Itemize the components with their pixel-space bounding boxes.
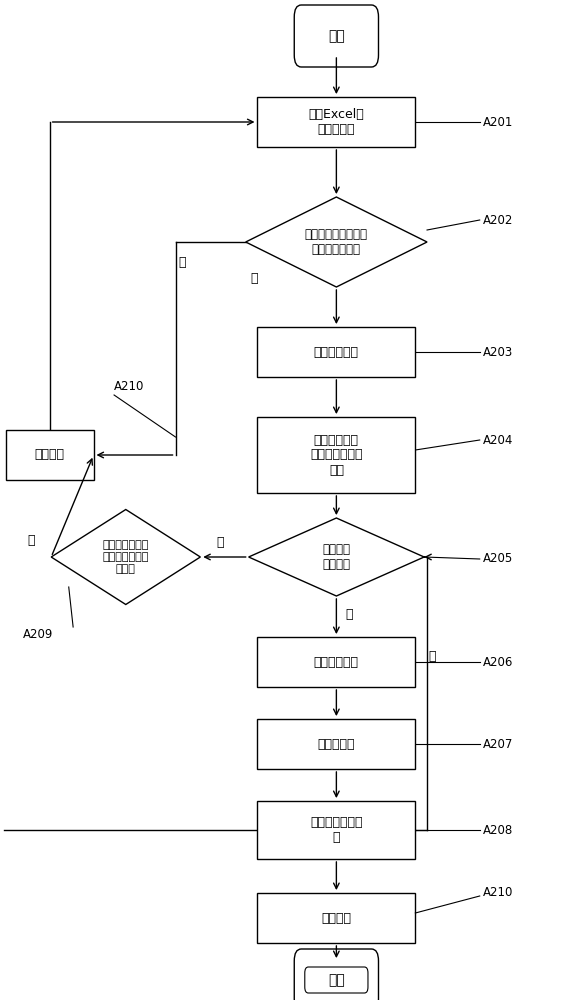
Text: 开始: 开始 — [328, 29, 345, 43]
Text: 否: 否 — [179, 255, 186, 268]
Text: A210: A210 — [483, 886, 513, 900]
Text: 判断是否值全为空或
行号到最后一行: 判断是否值全为空或 行号到最后一行 — [305, 228, 368, 256]
Text: 是: 是 — [27, 534, 35, 548]
FancyBboxPatch shape — [257, 719, 415, 769]
Text: A208: A208 — [483, 824, 513, 836]
FancyBboxPatch shape — [294, 5, 378, 67]
FancyBboxPatch shape — [257, 893, 415, 943]
FancyBboxPatch shape — [294, 949, 378, 1000]
Text: 循环主数据对
象，设置主数据
行值: 循环主数据对 象，设置主数据 行值 — [310, 434, 363, 477]
Polygon shape — [249, 518, 424, 596]
Polygon shape — [51, 510, 200, 604]
FancyBboxPatch shape — [6, 430, 94, 480]
Text: A203: A203 — [483, 346, 513, 359]
Text: 设置明细数据的
值: 设置明细数据的 值 — [310, 816, 363, 844]
FancyBboxPatch shape — [257, 327, 415, 377]
Text: 否: 否 — [251, 272, 258, 286]
FancyBboxPatch shape — [257, 417, 415, 493]
Text: A206: A206 — [483, 656, 513, 668]
Polygon shape — [246, 197, 427, 287]
Text: A210: A210 — [114, 380, 144, 393]
Text: A207: A207 — [483, 738, 513, 750]
Text: 创建明细行: 创建明细行 — [318, 738, 355, 750]
FancyBboxPatch shape — [257, 801, 415, 859]
FancyBboxPatch shape — [257, 637, 415, 687]
Text: 结束: 结束 — [328, 973, 345, 987]
Text: 是: 是 — [428, 650, 435, 664]
FancyBboxPatch shape — [305, 967, 368, 993]
Text: 读取行数是否大
于等于最大需存
储行数: 读取行数是否大 于等于最大需存 储行数 — [102, 540, 149, 574]
Text: A205: A205 — [483, 552, 513, 566]
Text: 创建主数据行: 创建主数据行 — [314, 346, 359, 359]
Text: A202: A202 — [483, 214, 513, 227]
FancyBboxPatch shape — [257, 97, 415, 147]
Text: 读取Excel等
数据源一行: 读取Excel等 数据源一行 — [308, 108, 364, 136]
Text: 循环明细对象: 循环明细对象 — [314, 656, 359, 668]
Text: A204: A204 — [483, 434, 513, 446]
Text: A201: A201 — [483, 115, 513, 128]
Text: 存储数据: 存储数据 — [35, 448, 65, 462]
Text: A209: A209 — [23, 629, 54, 642]
Text: 是: 是 — [346, 607, 353, 620]
Text: 存储数据: 存储数据 — [321, 912, 352, 924]
Text: 取下一个
明细对象: 取下一个 明细对象 — [322, 543, 350, 571]
Text: 否: 否 — [217, 536, 224, 550]
